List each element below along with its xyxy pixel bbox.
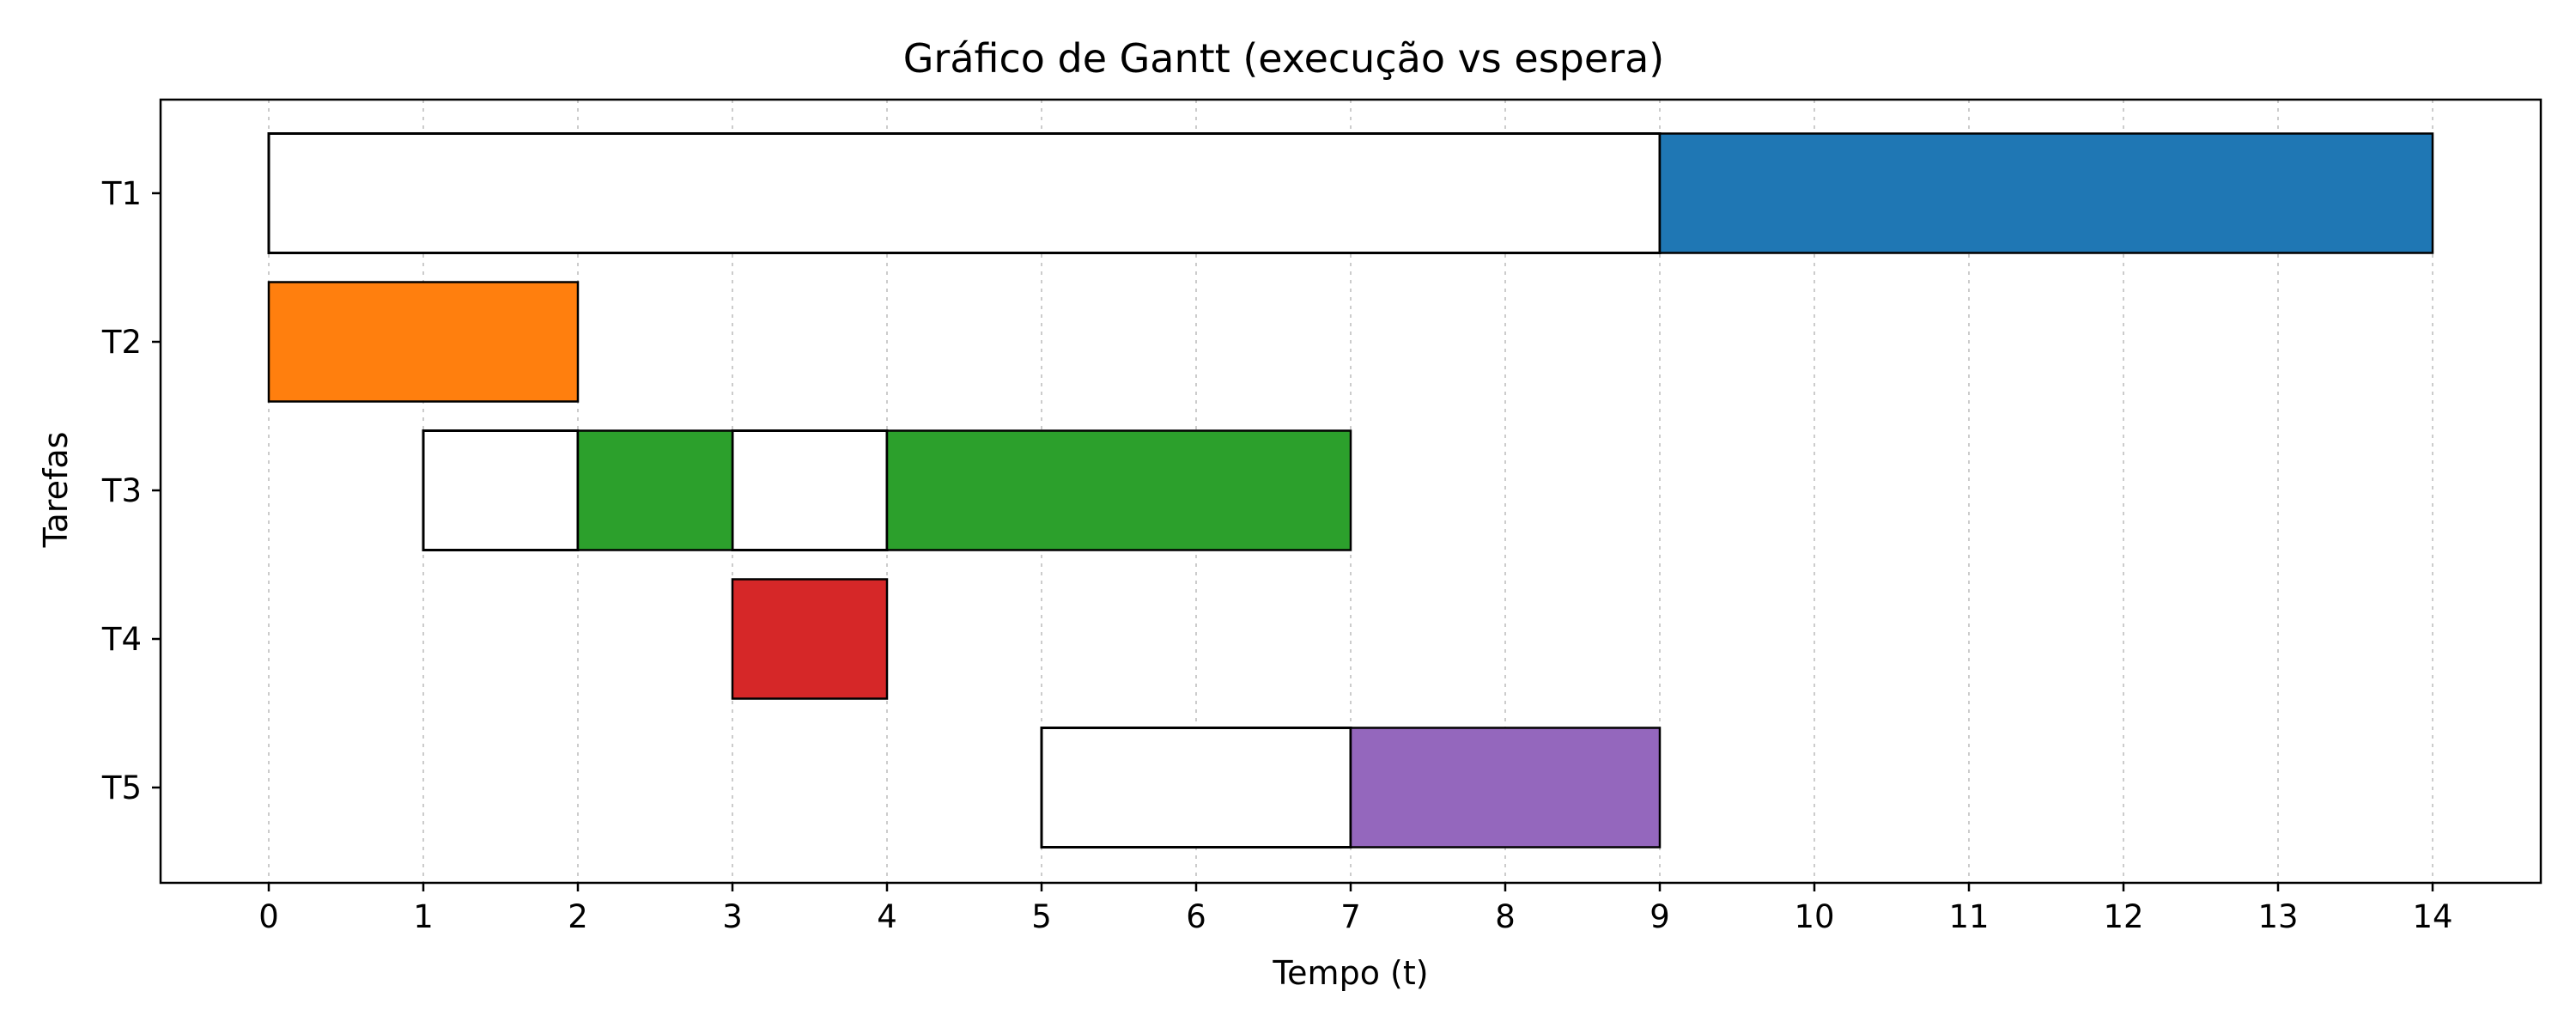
y-tick-label: T1 (101, 175, 142, 212)
bars-layer (267, 132, 2434, 848)
y-tick-label: T2 (101, 324, 142, 361)
gantt-bar-wait (1040, 727, 1352, 848)
y-tick-label: T4 (101, 621, 142, 658)
x-tick-label: 7 (1340, 898, 1361, 935)
y-axis-label: Tarefas (37, 432, 75, 549)
x-tick-label: 6 (1186, 898, 1206, 935)
x-tick-label: 3 (722, 898, 743, 935)
gantt-bar-exec (731, 578, 889, 700)
x-tick-label: 8 (1495, 898, 1516, 935)
gantt-bar-wait (267, 132, 1662, 254)
gantt-bar-exec (885, 429, 1352, 551)
x-tick-label: 1 (413, 898, 434, 935)
x-tick-label: 2 (568, 898, 588, 935)
gantt-bar-wait (731, 429, 889, 551)
gantt-bar-wait (422, 429, 580, 551)
y-ticks-layer: T1 T2 T3 T4 T5 (101, 175, 161, 806)
x-tick-label: 5 (1031, 898, 1052, 935)
gantt-bar-exec (1658, 132, 2434, 254)
gantt-bar-exec (1349, 727, 1662, 848)
x-tick-label: 0 (258, 898, 279, 935)
x-tick-label: 9 (1649, 898, 1670, 935)
x-tick-label: 4 (877, 898, 897, 935)
x-tick-label: 14 (2412, 898, 2452, 935)
gantt-bar-exec (576, 429, 734, 551)
x-tick-label: 10 (1794, 898, 1834, 935)
y-tick-label: T3 (101, 472, 142, 509)
x-tick-label: 12 (2103, 898, 2143, 935)
y-tick-label: T5 (101, 769, 142, 806)
x-tick-label: 11 (1948, 898, 1989, 935)
x-ticks-layer: 0 1 2 3 4 5 6 7 8 9 10 11 12 13 14 (258, 883, 2453, 935)
x-tick-label: 13 (2257, 898, 2298, 935)
x-axis-label: Tempo (t) (1272, 954, 1428, 992)
gantt-bar-exec (267, 281, 580, 403)
chart-title: Gráfico de Gantt (execução vs espera) (903, 35, 1664, 82)
